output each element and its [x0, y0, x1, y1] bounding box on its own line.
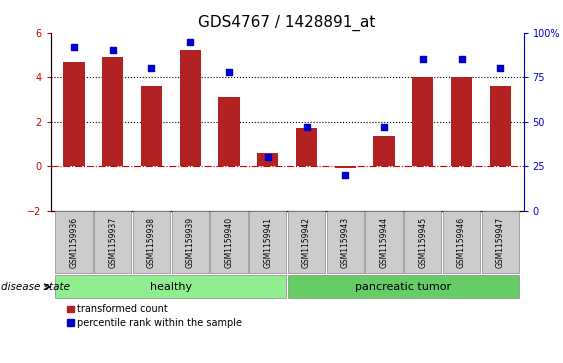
Bar [141, 86, 162, 166]
Text: GSM1159942: GSM1159942 [302, 217, 311, 268]
Point [418, 56, 427, 62]
FancyBboxPatch shape [288, 275, 519, 298]
Point [69, 44, 78, 50]
Text: GSM1159937: GSM1159937 [108, 217, 117, 268]
FancyBboxPatch shape [133, 211, 170, 273]
FancyBboxPatch shape [55, 211, 92, 273]
Text: GSM1159940: GSM1159940 [225, 217, 234, 268]
FancyBboxPatch shape [365, 211, 403, 273]
Point [108, 48, 117, 53]
Text: GSM1159941: GSM1159941 [263, 217, 272, 268]
Text: GSM1159936: GSM1159936 [69, 217, 78, 268]
Point [341, 172, 350, 178]
FancyBboxPatch shape [327, 211, 364, 273]
Bar [257, 153, 279, 166]
Text: GSM1159939: GSM1159939 [186, 217, 195, 268]
FancyBboxPatch shape [482, 211, 519, 273]
Point [379, 124, 388, 130]
Point [496, 65, 505, 71]
FancyBboxPatch shape [211, 211, 248, 273]
Bar [490, 86, 511, 166]
Bar [296, 128, 317, 166]
FancyBboxPatch shape [288, 211, 325, 273]
Bar [451, 77, 472, 166]
Text: GSM1159938: GSM1159938 [147, 217, 156, 268]
Legend: transformed count, percentile rank within the sample: transformed count, percentile rank withi… [67, 304, 243, 328]
Title: GDS4767 / 1428891_at: GDS4767 / 1428891_at [198, 15, 376, 31]
Text: GSM1159945: GSM1159945 [418, 217, 427, 268]
Text: GSM1159944: GSM1159944 [379, 217, 388, 268]
Text: disease state: disease state [1, 282, 70, 292]
FancyBboxPatch shape [55, 275, 287, 298]
Bar [180, 50, 201, 166]
Point [147, 65, 156, 71]
Text: GSM1159947: GSM1159947 [496, 217, 505, 268]
Point [302, 124, 311, 130]
FancyBboxPatch shape [443, 211, 480, 273]
Bar [63, 62, 84, 166]
Point [225, 69, 234, 75]
Bar [334, 166, 356, 168]
FancyBboxPatch shape [172, 211, 209, 273]
FancyBboxPatch shape [94, 211, 131, 273]
Point [186, 38, 195, 44]
Point [457, 56, 466, 62]
Point [263, 154, 272, 160]
FancyBboxPatch shape [249, 211, 287, 273]
Bar [373, 136, 395, 166]
Text: GSM1159946: GSM1159946 [457, 217, 466, 268]
Text: healthy: healthy [150, 282, 192, 292]
Text: pancreatic tumor: pancreatic tumor [355, 282, 452, 292]
Text: GSM1159943: GSM1159943 [341, 217, 350, 268]
Bar [218, 97, 240, 166]
FancyBboxPatch shape [404, 211, 441, 273]
Bar [102, 57, 123, 166]
Bar [412, 77, 434, 166]
